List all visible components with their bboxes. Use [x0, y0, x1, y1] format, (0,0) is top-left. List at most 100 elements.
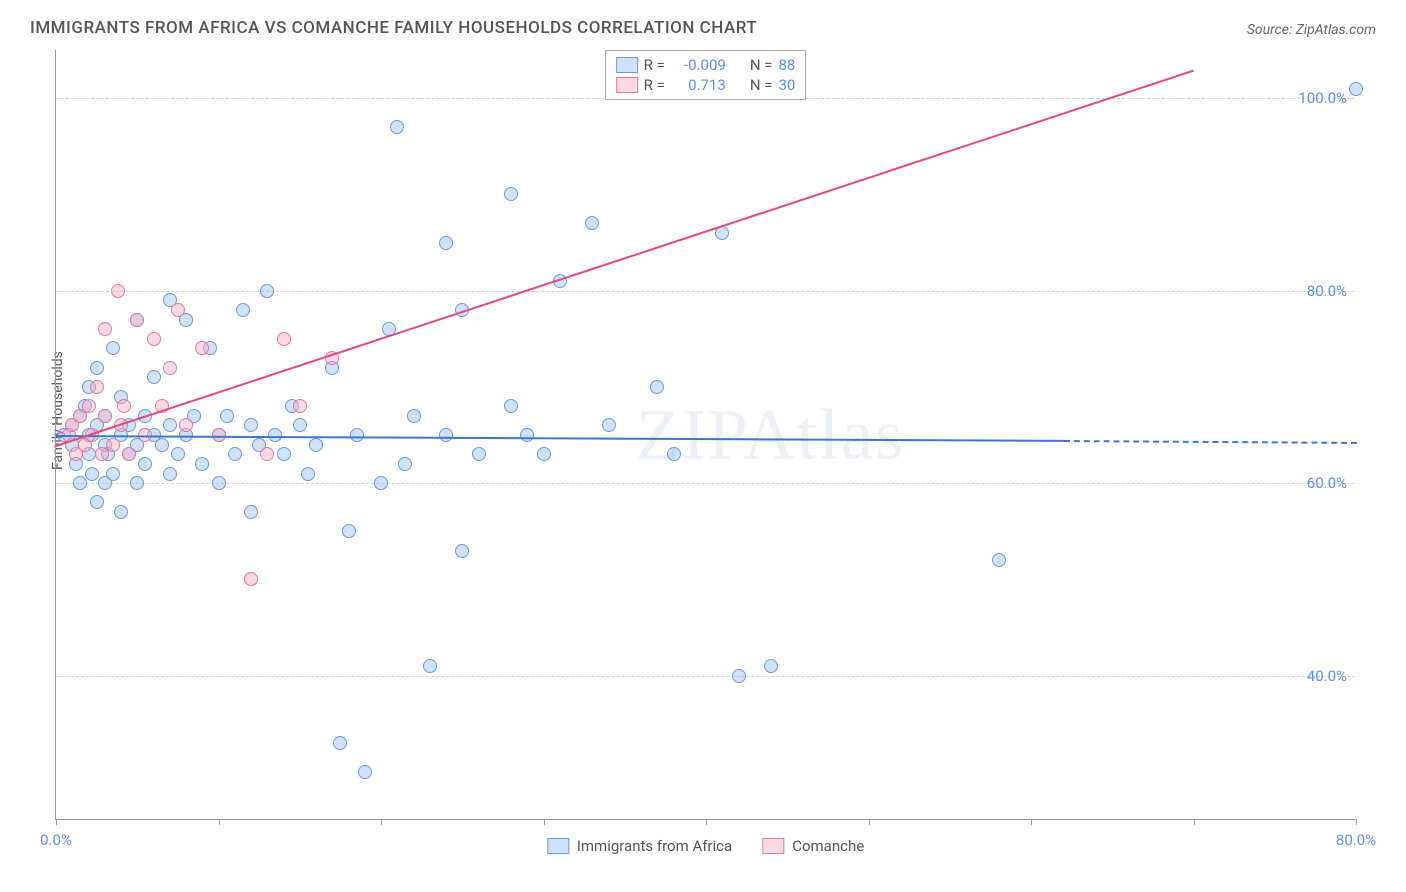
- legend-series-item: Immigrants from Africa: [547, 837, 732, 855]
- trend-line: [56, 435, 1063, 442]
- scatter-point: [90, 495, 104, 509]
- scatter-point: [228, 447, 242, 461]
- scatter-point: [106, 438, 120, 452]
- r-value: 0.713: [671, 76, 726, 94]
- trend-line-extrapolated: [1063, 440, 1356, 444]
- scatter-point: [992, 553, 1006, 567]
- y-tick-label: 60.0%: [1307, 474, 1347, 492]
- scatter-point: [98, 322, 112, 336]
- legend-swatch: [616, 77, 638, 93]
- scatter-point: [171, 303, 185, 317]
- scatter-point: [309, 438, 323, 452]
- scatter-point: [350, 428, 364, 442]
- series-legend: Immigrants from Africa Comanche: [547, 837, 864, 855]
- scatter-point: [220, 409, 234, 423]
- scatter-point: [106, 467, 120, 481]
- scatter-point: [333, 736, 347, 750]
- legend-swatch: [616, 57, 638, 73]
- r-label: R =: [644, 56, 665, 74]
- watermark: ZIPAtlas: [636, 393, 905, 476]
- scatter-point: [764, 659, 778, 673]
- scatter-point: [277, 332, 291, 346]
- scatter-point: [90, 361, 104, 375]
- gridline: [56, 676, 1355, 677]
- scatter-point: [374, 476, 388, 490]
- scatter-point: [82, 399, 96, 413]
- scatter-point: [504, 399, 518, 413]
- scatter-point: [1349, 82, 1363, 96]
- scatter-point: [130, 476, 144, 490]
- x-tick: [381, 819, 382, 825]
- scatter-point: [244, 418, 258, 432]
- scatter-point: [138, 457, 152, 471]
- legend-stat-row: R =-0.009N =88: [616, 55, 796, 75]
- legend-series-label: Immigrants from Africa: [577, 837, 732, 855]
- scatter-plot: ZIPAtlas R =-0.009N =88R =0.713N =30 Imm…: [55, 50, 1355, 820]
- scatter-point: [390, 120, 404, 134]
- legend-swatch: [762, 838, 784, 854]
- source-attribution: Source: ZipAtlas.com: [1247, 22, 1376, 38]
- scatter-point: [602, 418, 616, 432]
- scatter-point: [111, 284, 125, 298]
- scatter-point: [732, 669, 746, 683]
- x-tick: [706, 819, 707, 825]
- scatter-point: [260, 284, 274, 298]
- scatter-point: [650, 380, 664, 394]
- scatter-point: [171, 447, 185, 461]
- scatter-point: [423, 659, 437, 673]
- scatter-point: [117, 399, 131, 413]
- r-label: R =: [644, 76, 665, 94]
- scatter-point: [407, 409, 421, 423]
- x-tick: [1194, 819, 1195, 825]
- scatter-point: [195, 341, 209, 355]
- scatter-point: [163, 467, 177, 481]
- n-label: N =: [750, 56, 773, 74]
- scatter-point: [455, 544, 469, 558]
- scatter-point: [85, 467, 99, 481]
- scatter-point: [163, 361, 177, 375]
- x-tick: [1356, 819, 1357, 825]
- scatter-point: [260, 447, 274, 461]
- legend-stat-row: R = 0.713 N = 30: [616, 75, 796, 95]
- scatter-point: [147, 370, 161, 384]
- chart-title: IMMIGRANTS FROM AFRICA VS COMANCHE FAMIL…: [30, 18, 757, 38]
- scatter-point: [398, 457, 412, 471]
- scatter-point: [439, 428, 453, 442]
- scatter-point: [472, 447, 486, 461]
- x-tick: [544, 819, 545, 825]
- scatter-point: [585, 216, 599, 230]
- scatter-point: [537, 447, 551, 461]
- n-value: 30: [778, 76, 795, 94]
- source-label: Source:: [1247, 22, 1292, 38]
- y-tick-label: 40.0%: [1307, 667, 1347, 685]
- scatter-point: [504, 187, 518, 201]
- scatter-point: [163, 418, 177, 432]
- r-value: -0.009: [671, 56, 726, 74]
- chart-container: Family Households ZIPAtlas R =-0.009N =8…: [45, 50, 1355, 820]
- scatter-point: [667, 447, 681, 461]
- gridline: [56, 291, 1355, 292]
- legend-swatch: [547, 838, 569, 854]
- scatter-point: [106, 341, 120, 355]
- scatter-point: [277, 447, 291, 461]
- scatter-point: [90, 380, 104, 394]
- x-tick: [869, 819, 870, 825]
- scatter-point: [147, 332, 161, 346]
- scatter-point: [268, 428, 282, 442]
- scatter-point: [244, 572, 258, 586]
- scatter-point: [244, 505, 258, 519]
- x-tick: [219, 819, 220, 825]
- scatter-point: [122, 447, 136, 461]
- n-label: N =: [750, 76, 773, 94]
- scatter-point: [236, 303, 250, 317]
- y-tick-label: 100.0%: [1298, 89, 1347, 107]
- scatter-point: [520, 428, 534, 442]
- scatter-point: [301, 467, 315, 481]
- scatter-point: [73, 476, 87, 490]
- scatter-point: [293, 399, 307, 413]
- source-name: ZipAtlas.com: [1296, 22, 1376, 38]
- scatter-point: [114, 505, 128, 519]
- scatter-point: [155, 438, 169, 452]
- x-tick-label: 80.0%: [1336, 831, 1376, 849]
- legend-series-label: Comanche: [792, 837, 864, 855]
